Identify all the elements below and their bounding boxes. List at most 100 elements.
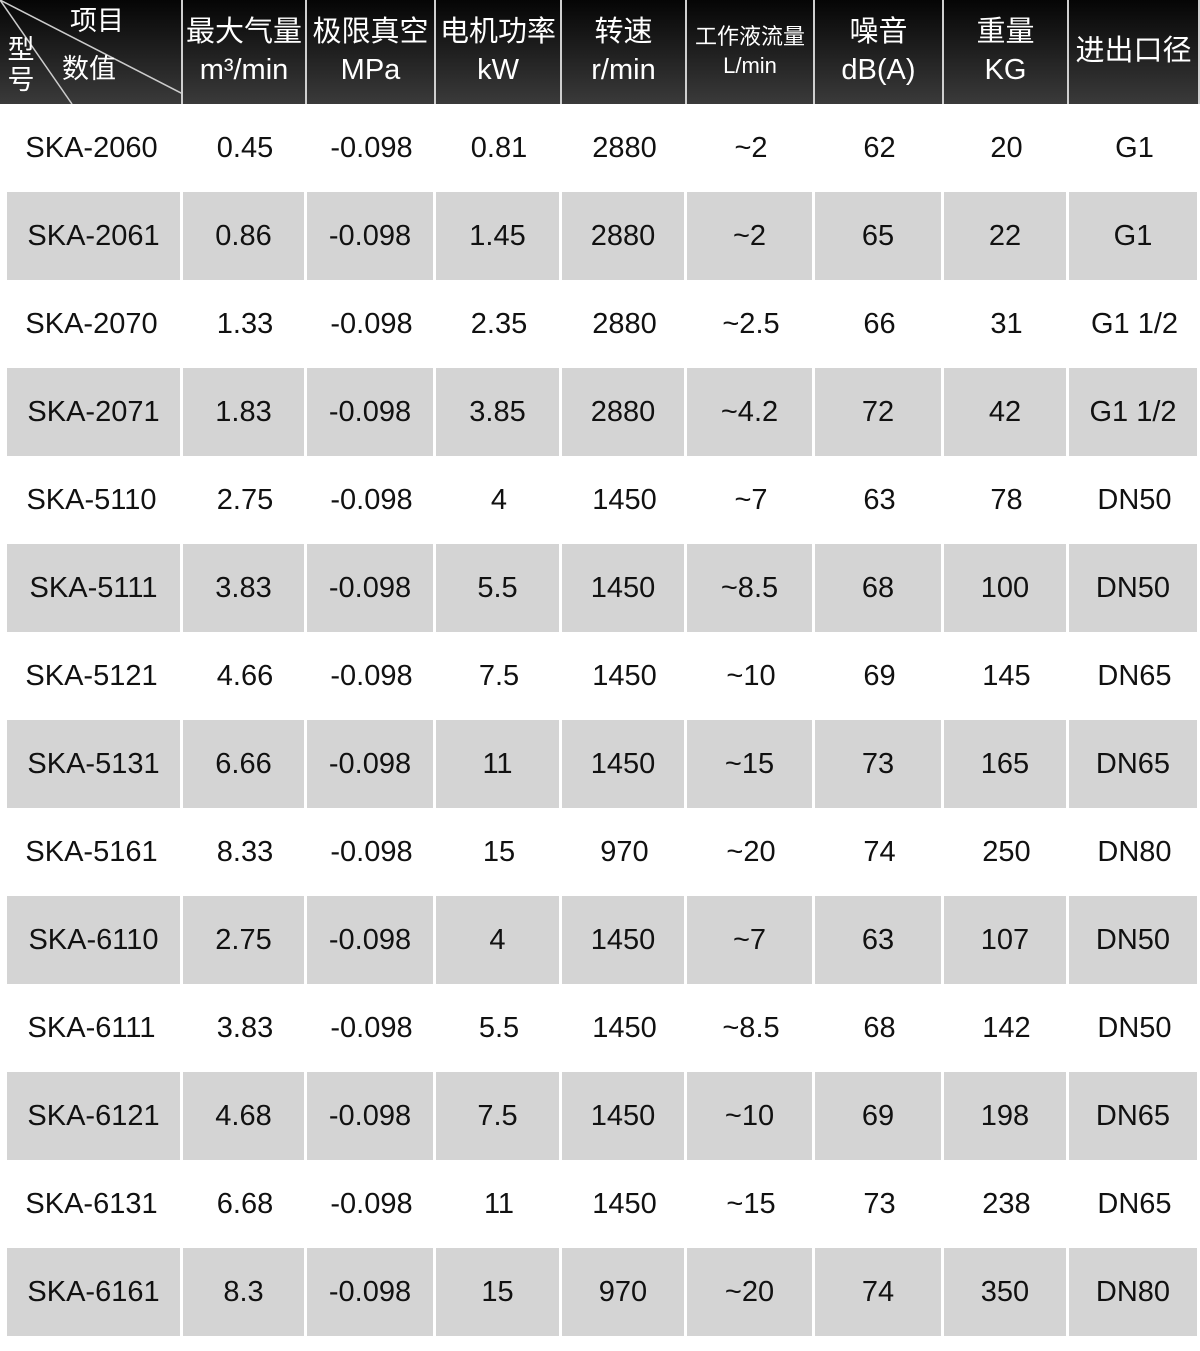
value-cell: -0.098: [330, 835, 413, 868]
table-row: SKA-5161 8.33 -0.098 15 970 ~20 74 250 DN80: [0, 808, 1200, 896]
value-cell: 42: [944, 368, 1069, 456]
value-cell: 970: [562, 1248, 687, 1336]
value-cell: ~20: [687, 1248, 815, 1336]
table-row: SKA-2071 1.83 -0.098 3.85 2880 ~4.2 72 42 G1 1/2: [0, 368, 1200, 456]
value-cell: ~10: [687, 1072, 815, 1160]
value-cell: -0.098: [330, 1011, 413, 1044]
model-cell: SKA-2071: [0, 368, 183, 456]
value-cell: DN50: [1069, 896, 1200, 984]
value-cell: G1 1/2: [1069, 368, 1200, 456]
value-cell: G1 1/2: [1090, 307, 1179, 340]
value-cell: -0.098: [330, 131, 413, 164]
diagonal-lines: [0, 0, 181, 104]
value-cell: 107: [944, 896, 1069, 984]
value-cell: 11: [483, 1187, 515, 1220]
value-cell: 7.5: [436, 1072, 562, 1160]
model-cell: SKA-5121: [25, 659, 158, 692]
value-cell: G1: [1115, 131, 1154, 164]
value-cell: 970: [600, 835, 649, 868]
value-cell: DN65: [1069, 1072, 1200, 1160]
value-cell: 15: [482, 835, 516, 868]
value-cell: ~15: [687, 720, 815, 808]
col-name: 噪音: [849, 16, 908, 49]
col-unit: dB(A): [841, 54, 916, 86]
col-name: 进出口径: [1075, 35, 1192, 68]
value-cell: -0.098: [307, 544, 436, 632]
value-cell: ~7: [687, 896, 815, 984]
value-cell: 2.75: [216, 483, 274, 516]
table-row: SKA-6161 8.3 -0.098 15 970 ~20 74 350 DN80: [0, 1248, 1200, 1336]
col-header-port: 进出口径: [1069, 0, 1200, 104]
value-cell: 6.68: [216, 1187, 274, 1220]
value-cell: 1450: [562, 544, 687, 632]
col-unit: MPa: [340, 54, 401, 86]
model-cell: SKA-2070: [25, 307, 158, 340]
value-cell: 165: [944, 720, 1069, 808]
model-cell: SKA-5110: [26, 483, 157, 516]
value-cell: 68: [863, 1011, 896, 1044]
value-cell: 63: [863, 483, 896, 516]
value-cell: 65: [815, 192, 944, 280]
model-cell: SKA-6161: [0, 1248, 183, 1336]
value-cell: -0.098: [330, 307, 413, 340]
corner-item-label: 项目: [70, 6, 124, 36]
value-cell: 1450: [592, 1011, 657, 1044]
value-cell: 69: [863, 659, 896, 692]
col-unit: L/min: [723, 53, 777, 78]
value-cell: 74: [863, 835, 896, 868]
table-body: SKA-2060 0.45 -0.098 0.81 2880 ~2 62 20 G1 SKA-20…: [0, 104, 1200, 1336]
value-cell: 238: [982, 1187, 1031, 1220]
corner-value-label: 数值: [62, 54, 116, 84]
value-cell: ~2.5: [722, 307, 780, 340]
value-cell: 22: [944, 192, 1069, 280]
col-name: 最大气量: [185, 16, 302, 49]
value-cell: 7.5: [478, 659, 520, 692]
table-row: SKA-6131 6.68 -0.098 11 1450 ~15 73 238 DN65: [0, 1160, 1200, 1248]
table-row: SKA-2060 0.45 -0.098 0.81 2880 ~2 62 20 G1: [0, 104, 1200, 192]
value-cell: DN50: [1097, 483, 1172, 516]
table-row: SKA-6111 3.83 -0.098 5.5 1450 ~8.5 68 142 DN50: [0, 984, 1200, 1072]
table-row: SKA-5111 3.83 -0.098 5.5 1450 ~8.5 68 100 DN50: [0, 544, 1200, 632]
value-cell: 31: [990, 307, 1023, 340]
corner-header: 项目 数值 型号: [0, 0, 183, 104]
value-cell: 78: [990, 483, 1023, 516]
table-row: SKA-2061 0.86 -0.098 1.45 2880 ~2 65 22 G1: [0, 192, 1200, 280]
value-cell: DN65: [1097, 1187, 1172, 1220]
model-cell: SKA-5111: [0, 544, 183, 632]
col-header-weight: 重量 KG: [944, 0, 1069, 104]
col-header-liquid-flow: 工作液流量 L/min: [687, 0, 815, 104]
value-cell: 20: [990, 131, 1023, 164]
col-name: 工作液流量: [694, 24, 805, 50]
value-cell: 72: [815, 368, 944, 456]
col-header-airflow: 最大气量 m³/min: [183, 0, 307, 104]
table-row: SKA-5121 4.66 -0.098 7.5 1450 ~10 69 145 DN65: [0, 632, 1200, 720]
value-cell: ~20: [726, 835, 776, 868]
value-cell: 250: [982, 835, 1031, 868]
value-cell: -0.098: [307, 720, 436, 808]
table-row: SKA-5131 6.66 -0.098 11 1450 ~15 73 165 DN65: [0, 720, 1200, 808]
col-header-noise: 噪音 dB(A): [815, 0, 944, 104]
col-header-power: 电机功率 kW: [436, 0, 562, 104]
value-cell: ~8.5: [722, 1011, 780, 1044]
value-cell: -0.098: [307, 192, 436, 280]
col-unit: KG: [984, 54, 1027, 86]
value-cell: 100: [944, 544, 1069, 632]
value-cell: 1450: [592, 1187, 657, 1220]
value-cell: ~7: [734, 483, 768, 516]
value-cell: -0.098: [307, 368, 436, 456]
value-cell: 1.33: [216, 307, 274, 340]
value-cell: 4: [490, 483, 508, 516]
table-row: SKA-6110 2.75 -0.098 4 1450 ~7 63 107 DN50: [0, 896, 1200, 984]
value-cell: 66: [863, 307, 896, 340]
value-cell: 3.83: [183, 544, 307, 632]
value-cell: 145: [982, 659, 1031, 692]
value-cell: 2880: [592, 307, 657, 340]
value-cell: ~2: [734, 131, 768, 164]
value-cell: -0.098: [330, 483, 413, 516]
model-cell: SKA-5131: [0, 720, 183, 808]
value-cell: 0.81: [470, 131, 528, 164]
value-cell: 4.66: [216, 659, 274, 692]
value-cell: 73: [815, 720, 944, 808]
col-header-vacuum: 极限真空 MPa: [307, 0, 436, 104]
